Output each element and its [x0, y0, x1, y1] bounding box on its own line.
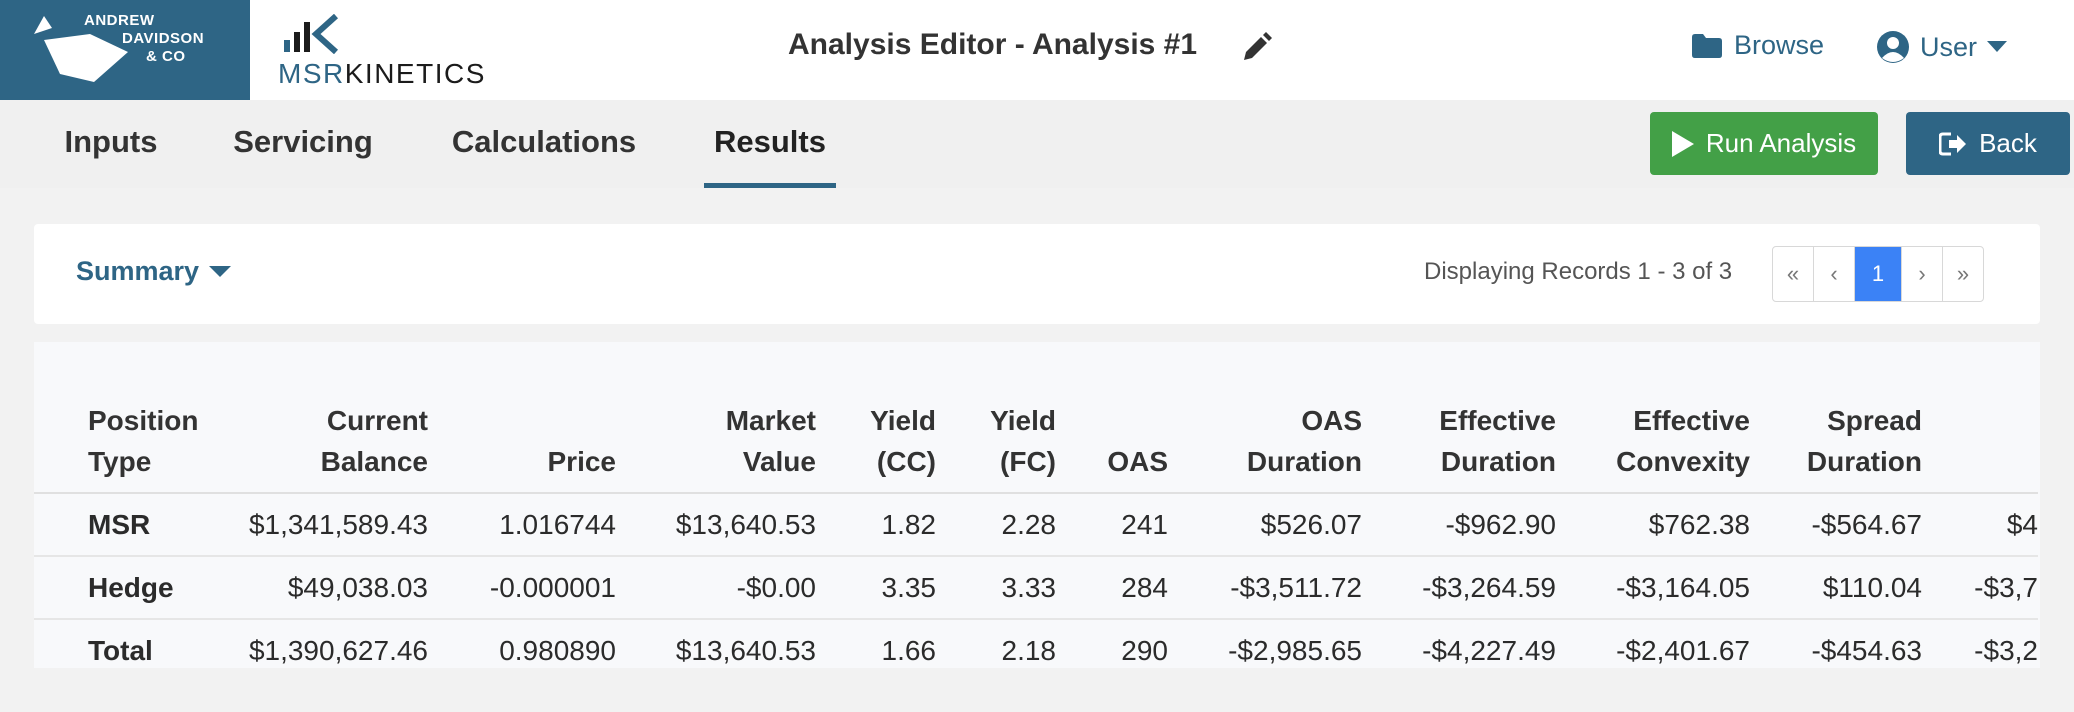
table-cell: 2.18	[936, 618, 1056, 668]
table-cell: -$564.67	[1750, 492, 1922, 556]
run-analysis-label: Run Analysis	[1705, 128, 1857, 158]
table-cell: 1.66	[816, 618, 936, 668]
table-cell: 0.980890	[428, 618, 616, 668]
back-label: Back	[1979, 128, 2037, 158]
table-cell: 290	[1056, 618, 1168, 668]
last-page-button[interactable]: »	[1942, 247, 1983, 301]
tab-inputs[interactable]: Inputs	[64, 124, 158, 159]
summary-dropdown-label: Summary	[76, 256, 200, 286]
column-header-yield-fc[interactable]: Yield (FC)	[990, 405, 1056, 477]
table-cell: -$4,227.49	[1362, 618, 1556, 668]
table-row[interactable]: Hedge $49,038.03 -0.000001 -$0.00 3.35 3…	[34, 555, 2038, 619]
column-header-oas[interactable]: OAS	[1107, 446, 1168, 477]
results-table: Position Type Current Balance Price Market…	[34, 388, 2038, 668]
column-header-overflow[interactable]	[1922, 388, 2038, 493]
table-cell: -$3,511.72	[1168, 555, 1362, 619]
play-icon	[1671, 130, 1694, 157]
msr-kinetics-wordmark: MSRKINETICS	[278, 58, 486, 90]
table-header-row: Position Type Current Balance Price Market…	[34, 388, 2038, 493]
column-header-yield-cc[interactable]: Yield (CC)	[870, 405, 936, 477]
table-row[interactable]: Total $1,390,627.46 0.980890 $13,640.53 …	[34, 618, 2038, 668]
column-header-spread-duration[interactable]: Spread Duration	[1806, 405, 1922, 477]
column-header-oas-duration[interactable]: OAS Duration	[1246, 405, 1362, 477]
table-cell: -0.000001	[428, 555, 616, 619]
caret-down-icon	[209, 265, 232, 277]
logo-part-kinetics: KINETICS	[344, 58, 486, 89]
records-count: Displaying Records 1 - 3 of 3	[1424, 258, 1733, 285]
table-cell: Hedge	[34, 555, 208, 619]
table-cell: $49,038.03	[208, 555, 428, 619]
table-cell: -$3,2	[1922, 618, 2038, 668]
tab-bar: Inputs Servicing Calculations Results Ru…	[0, 100, 2074, 188]
adc-logo-text: ANDREW DAVIDSON & CO	[84, 12, 220, 66]
top-header: ANDREW DAVIDSON & CO MSRKINETICS Analysi…	[0, 0, 2074, 100]
msr-kinetics-logo[interactable]: MSRKINETICS	[278, 14, 498, 90]
sign-out-icon	[1939, 132, 1967, 155]
tab-calculations[interactable]: Calculations	[451, 124, 637, 159]
run-analysis-button[interactable]: Run Analysis	[1650, 112, 1878, 175]
column-header-price[interactable]: Price	[547, 446, 617, 477]
summary-toolbar: Summary Displaying Records 1 - 3 of 3 « …	[34, 224, 2040, 324]
table-cell: 284	[1056, 555, 1168, 619]
next-page-button[interactable]: ›	[1901, 247, 1942, 301]
page-1-button[interactable]: 1	[1854, 247, 1901, 301]
first-page-button[interactable]: «	[1786, 261, 1800, 286]
summary-dropdown[interactable]: Summary	[76, 256, 232, 287]
table-cell: Total	[34, 618, 208, 668]
logo-part-msr: MSR	[278, 58, 345, 89]
browse-link[interactable]: Browse	[1692, 30, 1824, 61]
column-header-position-type[interactable]: Position Type	[88, 405, 199, 477]
table-cell: -$3,7	[1922, 555, 2038, 619]
table-cell: -$454.63	[1750, 618, 1922, 668]
table-cell: $13,640.53	[616, 492, 816, 556]
column-header-market-value[interactable]: Market Value	[725, 405, 816, 477]
table-cell: 3.35	[816, 555, 936, 619]
table-cell: -$2,401.67	[1556, 618, 1750, 668]
caret-down-icon	[1987, 41, 2008, 52]
tab-servicing[interactable]: Servicing	[233, 124, 373, 159]
column-header-effective-convexity[interactable]: Effective Convexity	[1616, 405, 1750, 477]
adc-logo-line: & CO	[146, 48, 186, 65]
table-cell: $526.07	[1168, 492, 1362, 556]
table-cell: 1.82	[816, 492, 936, 556]
andrew-davidson-logo[interactable]: ANDREW DAVIDSON & CO	[0, 0, 250, 100]
table-cell: -$3,264.59	[1362, 555, 1556, 619]
table-cell: -$2,985.65	[1168, 618, 1362, 668]
table-cell: $1,390,627.46	[208, 618, 428, 668]
table-cell: -$962.90	[1362, 492, 1556, 556]
folder-icon	[1692, 33, 1722, 58]
user-label: User	[1920, 31, 1978, 62]
adc-logo-line: DAVIDSON	[122, 30, 205, 47]
table-cell: MSR	[34, 492, 208, 556]
column-header-current-balance[interactable]: Current Balance	[320, 405, 428, 477]
table-cell: $4	[1922, 492, 2038, 556]
msr-kinetics-mark	[284, 14, 339, 54]
table-cell: 3.33	[936, 555, 1056, 619]
table-cell: $1,341,589.43	[208, 492, 428, 556]
page-title: Analysis Editor - Analysis #1	[788, 28, 1198, 61]
pagination: « ‹ 1 › »	[1772, 246, 1984, 302]
user-avatar-icon	[1877, 31, 1909, 63]
table-cell: $762.38	[1556, 492, 1750, 556]
table-cell: -$0.00	[616, 555, 816, 619]
table-cell: $110.04	[1750, 555, 1922, 619]
table-row[interactable]: MSR $1,341,589.43 1.016744 $13,640.53 1.…	[34, 492, 2038, 556]
adc-logo-line: ANDREW	[84, 12, 155, 29]
user-menu[interactable]: User	[1876, 30, 2008, 64]
column-header-effective-duration[interactable]: Effective Duration	[1439, 405, 1556, 477]
table-cell: 1.016744	[428, 492, 616, 556]
table-cell: -$3,164.05	[1556, 555, 1750, 619]
results-table-card: Position Type Current Balance Price Market…	[34, 342, 2040, 668]
browse-label: Browse	[1734, 30, 1825, 60]
adc-logo-mark	[34, 16, 128, 82]
table-cell: 241	[1056, 492, 1168, 556]
table-cell: $13,640.53	[616, 618, 816, 668]
previous-page-button[interactable]: ‹	[1813, 247, 1854, 301]
tab-results[interactable]: Results	[704, 100, 836, 188]
table-cell: 2.28	[936, 492, 1056, 556]
pencil-icon[interactable]	[1240, 32, 1272, 69]
back-button[interactable]: Back	[1906, 112, 2070, 175]
